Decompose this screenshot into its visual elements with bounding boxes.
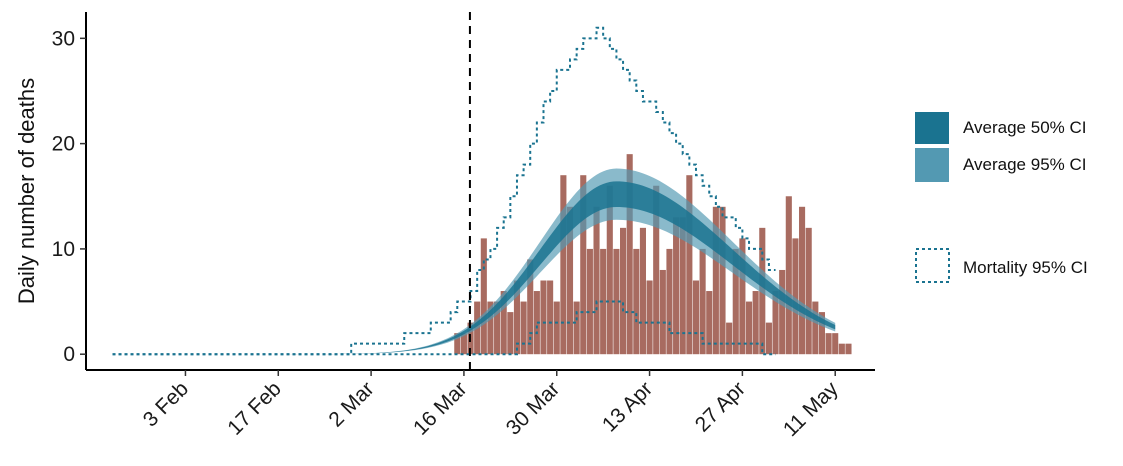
bar xyxy=(573,301,580,355)
axes: 0 10 20 30 3 Feb 17 Feb 2 Mar 16 Mar 30 Mar 13 Ap… xyxy=(52,12,875,441)
bar xyxy=(620,227,627,355)
bar xyxy=(646,280,653,355)
bar xyxy=(613,248,620,355)
bar xyxy=(513,280,521,355)
bar xyxy=(659,269,666,355)
bar xyxy=(792,238,799,355)
bar xyxy=(600,248,607,355)
y-tick-label: 0 xyxy=(63,343,75,366)
bar xyxy=(480,238,487,355)
bar xyxy=(626,154,633,355)
bar xyxy=(779,269,786,355)
bar xyxy=(745,301,753,355)
legend-swatch-ci95 xyxy=(915,148,949,182)
bar xyxy=(706,291,713,355)
x-tick-label: 30 Mar xyxy=(502,377,564,439)
mortality-ci-upper xyxy=(112,26,776,356)
bar xyxy=(712,206,719,355)
x-tick-label: 3 Feb xyxy=(139,377,193,431)
legend: Average 50% CI Average 95% CI Mortality 95… xyxy=(915,112,1088,283)
bar xyxy=(639,227,646,355)
legend-label: Average 95% CI xyxy=(963,155,1086,174)
bar xyxy=(838,343,845,355)
bar xyxy=(785,196,792,355)
x-tick-label: 13 Apr xyxy=(598,377,657,436)
bar xyxy=(487,301,494,355)
bar xyxy=(818,312,826,355)
legend-swatch-mortality xyxy=(915,248,950,283)
x-tick-label: 27 Apr xyxy=(691,377,750,436)
bar xyxy=(580,175,587,355)
bar xyxy=(832,333,839,355)
y-axis-title: Daily number of deaths xyxy=(14,78,39,304)
bar xyxy=(812,301,819,355)
bar xyxy=(679,217,686,355)
y-tick-label: 10 xyxy=(52,238,75,261)
bar xyxy=(533,291,540,355)
bar xyxy=(765,322,772,355)
bar xyxy=(726,322,733,355)
bar xyxy=(805,227,812,355)
bar xyxy=(666,248,673,355)
bar xyxy=(845,343,852,355)
bar xyxy=(673,217,680,355)
y-tick-label: 30 xyxy=(52,27,75,50)
bar xyxy=(553,301,560,355)
bar xyxy=(653,185,660,355)
x-tick-label: 17 Feb xyxy=(223,377,286,440)
bar xyxy=(699,248,706,355)
x-tick-label: 16 Mar xyxy=(409,377,471,439)
x-tick-label: 2 Mar xyxy=(324,377,378,431)
legend-label: Mortality 95% CI xyxy=(963,258,1088,277)
bar xyxy=(593,206,600,355)
bar xyxy=(825,333,832,355)
bar xyxy=(494,301,501,355)
bar xyxy=(507,312,514,355)
bar xyxy=(500,291,507,355)
mortality-ci-lower xyxy=(112,300,776,356)
bar xyxy=(454,333,461,355)
bar xyxy=(520,301,527,355)
bar xyxy=(799,206,806,355)
bar xyxy=(547,280,554,355)
bar xyxy=(719,206,726,355)
bar xyxy=(527,259,534,355)
bar xyxy=(460,333,467,355)
bar xyxy=(772,291,779,355)
bar xyxy=(732,248,739,355)
y-tick-label: 20 xyxy=(52,133,75,156)
bar xyxy=(739,238,746,355)
bar xyxy=(606,185,613,355)
ci95-band xyxy=(112,168,836,355)
bar xyxy=(566,206,574,355)
bar xyxy=(540,280,547,355)
plot-area xyxy=(112,12,852,370)
bar xyxy=(752,291,759,355)
x-tick-label: 11 May xyxy=(779,377,843,441)
bar xyxy=(560,175,567,355)
legend-label: Average 50% CI xyxy=(963,118,1086,137)
legend-swatch-ci50 xyxy=(915,112,949,144)
bar xyxy=(686,175,693,355)
bar xyxy=(633,248,640,355)
bar xyxy=(692,280,700,355)
bar xyxy=(586,248,593,355)
